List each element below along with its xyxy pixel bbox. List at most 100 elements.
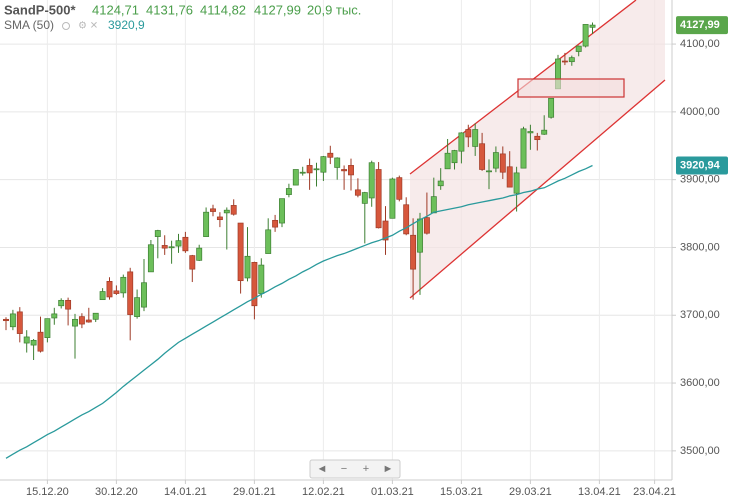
- candle-body: [203, 211, 210, 237]
- candle-body: [182, 236, 189, 252]
- candle-body: [589, 24, 596, 28]
- candle-body: [548, 97, 555, 118]
- candle-body: [147, 244, 154, 273]
- candle-body: [216, 216, 223, 221]
- y-tick-label: 3600,00: [680, 377, 720, 389]
- sma-name: SMA (50): [4, 18, 54, 32]
- candle-body: [568, 57, 575, 63]
- candle-body: [534, 135, 541, 141]
- candle-body: [120, 276, 127, 294]
- candle-body: [175, 240, 182, 247]
- candle-body: [9, 313, 16, 328]
- candle-body: [306, 165, 313, 174]
- y-tick-label: 3800,00: [680, 241, 720, 253]
- candle-body: [375, 169, 382, 229]
- candle-body: [292, 169, 299, 186]
- candle-body: [382, 220, 389, 241]
- visibility-icon[interactable]: [62, 22, 70, 30]
- candle-body: [492, 152, 499, 169]
- y-tick-label: 3700,00: [680, 309, 720, 321]
- axes: 3500,00 3600,00 3700,00 3800,00 3900,00 4000,…: [26, 16, 728, 498]
- x-tick-label: 13.04.21: [578, 486, 621, 498]
- candle-body: [451, 150, 458, 164]
- candle-body: [561, 60, 568, 63]
- candle-body: [334, 157, 341, 168]
- candle-body: [410, 234, 417, 270]
- candle-body: [141, 282, 147, 308]
- candle-body: [444, 152, 451, 170]
- candle-body: [506, 166, 513, 188]
- header-high: 4131,76: [146, 2, 193, 17]
- header-volume: 20,9 тыс.: [307, 2, 361, 17]
- price-badge: [676, 16, 728, 35]
- candle-body: [16, 311, 23, 334]
- candle-body: [313, 168, 320, 171]
- candle-body: [223, 209, 230, 214]
- x-tick-label: 30.12.20: [95, 486, 138, 498]
- candle-body: [348, 165, 354, 176]
- candle-body: [92, 312, 99, 320]
- y-tick-label: 3900,00: [680, 174, 720, 186]
- nav-right[interactable]: ►: [383, 463, 394, 475]
- candle-body: [486, 170, 492, 173]
- sma-line: [5, 164, 593, 459]
- x-tick-label: 14.01.21: [164, 486, 207, 498]
- zoom-out[interactable]: −: [341, 463, 347, 475]
- candle-body: [44, 318, 51, 338]
- candle-body: [368, 162, 375, 199]
- candle-body: [134, 297, 141, 317]
- x-tick-label: 15.12.20: [26, 486, 69, 498]
- x-tick-label: 01.03.21: [371, 486, 414, 498]
- candle-body: [3, 318, 9, 322]
- candle-body: [251, 262, 258, 307]
- candle-body: [320, 156, 327, 173]
- candle-body: [299, 171, 306, 174]
- candle-body: [285, 188, 292, 195]
- candle-body: [417, 218, 423, 253]
- candle-body: [272, 219, 279, 228]
- candle-body: [430, 196, 437, 214]
- candle-body: [389, 178, 396, 219]
- candle-body: [582, 24, 589, 47]
- nav-left[interactable]: ◄: [317, 463, 328, 475]
- candle-body: [168, 246, 175, 249]
- x-tick-label: 29.01.21: [233, 486, 276, 498]
- candle-body: [72, 318, 78, 327]
- header-close: 4127,99: [254, 2, 301, 17]
- x-tick-label: 15.03.21: [440, 486, 483, 498]
- candle-body: [113, 290, 120, 294]
- x-tick-label: 29.03.21: [509, 486, 552, 498]
- candle-body: [154, 230, 161, 237]
- nav-box: [309, 459, 401, 479]
- candle-body: [499, 153, 506, 173]
- candle-body: [258, 264, 265, 294]
- candle-body: [37, 331, 44, 352]
- y-tick-label: 4000,00: [680, 106, 720, 118]
- header-open: 4124,71: [92, 2, 139, 17]
- zoom-in[interactable]: +: [363, 463, 369, 475]
- settings-icon[interactable]: ⚙ ✕: [78, 21, 98, 32]
- candle-body: [127, 271, 134, 315]
- instrument-title: SandP-500*: [4, 2, 76, 17]
- candle-body: [423, 217, 430, 234]
- candle-body: [520, 128, 527, 169]
- candle-body: [472, 129, 479, 147]
- candle-body: [341, 169, 348, 172]
- candle-body: [161, 245, 168, 249]
- nav-controls: ◄ − + ►: [309, 459, 401, 479]
- y-tick-label: 3500,00: [680, 445, 720, 457]
- candle-body: [189, 255, 196, 270]
- candle-body: [230, 205, 237, 215]
- candle-body: [541, 129, 548, 135]
- price-badge-label: 4127,99: [680, 19, 720, 31]
- candle-body: [396, 177, 403, 200]
- candle-body: [437, 180, 444, 187]
- zone-box: [517, 78, 625, 98]
- candle-body: [361, 192, 368, 204]
- candle-body: [23, 336, 30, 344]
- candle-body: [354, 189, 361, 196]
- x-tick-label: 23.04.21: [633, 486, 676, 498]
- candle-body: [237, 222, 244, 282]
- candle-body: [30, 339, 37, 346]
